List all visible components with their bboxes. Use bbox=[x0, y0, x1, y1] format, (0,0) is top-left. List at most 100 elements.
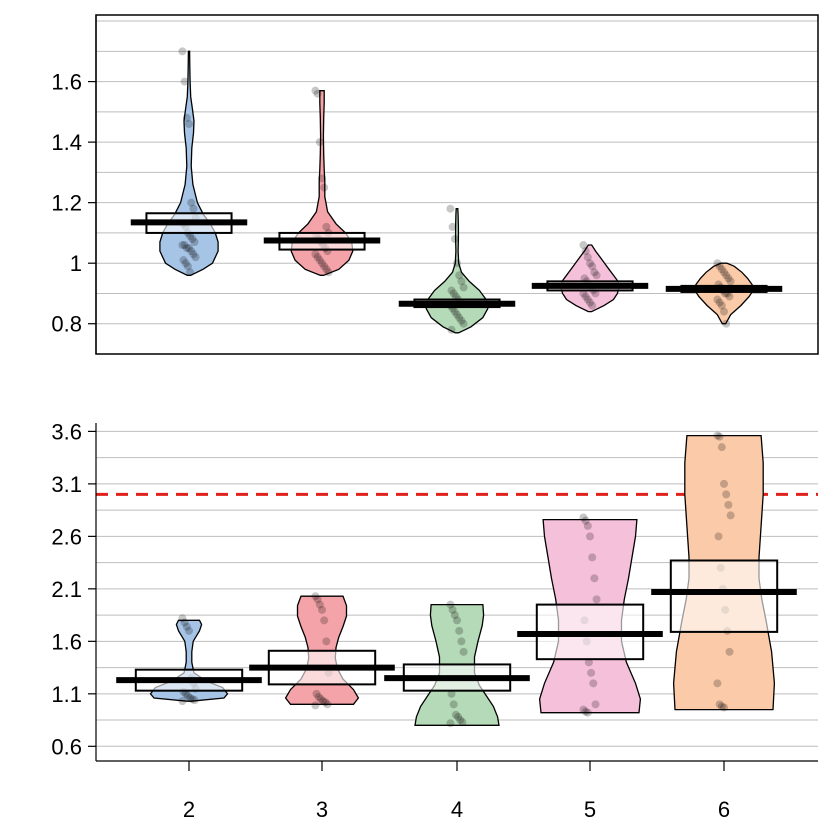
data-point bbox=[188, 695, 197, 704]
data-point bbox=[180, 618, 189, 627]
data-point bbox=[722, 490, 731, 499]
data-point bbox=[453, 259, 461, 268]
y-tick-label: 0.6 bbox=[51, 734, 82, 759]
y-tick-label: 1 bbox=[70, 251, 82, 276]
data-point bbox=[590, 268, 599, 277]
y-tick-label: 2.6 bbox=[51, 524, 82, 549]
data-point bbox=[592, 595, 601, 604]
data-point bbox=[181, 689, 190, 698]
data-point bbox=[581, 707, 590, 716]
data-point bbox=[451, 710, 460, 719]
data-point bbox=[588, 262, 597, 271]
y-tick-label: 1.6 bbox=[51, 70, 82, 95]
y-tick-label: 1.4 bbox=[51, 130, 82, 155]
data-point bbox=[720, 479, 728, 488]
data-point bbox=[322, 222, 331, 231]
data-point bbox=[581, 292, 590, 301]
top-panel: 0.8 1 1.2 1.4 1.6 bbox=[51, 14, 819, 355]
data-point bbox=[323, 700, 332, 709]
data-point bbox=[446, 719, 455, 728]
data-point bbox=[455, 626, 464, 635]
violin-2 bbox=[159, 50, 219, 276]
data-point bbox=[713, 431, 722, 440]
data-point bbox=[447, 689, 456, 698]
data-point bbox=[447, 286, 456, 295]
data-point bbox=[581, 247, 590, 256]
data-point bbox=[713, 295, 722, 304]
panel-frame bbox=[95, 14, 819, 355]
data-point bbox=[318, 174, 326, 183]
data-point bbox=[318, 259, 326, 268]
data-point bbox=[188, 234, 197, 243]
bottom-panel: 0.6 1.1 1.6 2.1 2.6 3.1 3.6 2 3 4 5 6 bbox=[51, 419, 818, 822]
y-tick-label: 1.6 bbox=[51, 629, 82, 654]
data-point bbox=[717, 702, 726, 711]
data-point bbox=[591, 289, 600, 298]
data-point bbox=[455, 271, 464, 280]
x-tick-label: 6 bbox=[718, 797, 730, 822]
data-point bbox=[458, 718, 467, 727]
data-point bbox=[448, 222, 457, 231]
data-point bbox=[590, 574, 599, 583]
data-point bbox=[592, 271, 601, 280]
data-point bbox=[586, 259, 594, 268]
data-point bbox=[586, 532, 594, 541]
data-point bbox=[182, 113, 191, 122]
data-point bbox=[713, 679, 722, 688]
data-point bbox=[583, 295, 592, 304]
x-tick-label: 3 bbox=[316, 797, 328, 822]
data-point bbox=[179, 256, 188, 265]
data-point bbox=[318, 605, 326, 614]
data-point bbox=[316, 695, 325, 704]
data-point bbox=[589, 679, 598, 688]
y-tick-label: 1.2 bbox=[51, 191, 82, 216]
data-point bbox=[319, 697, 328, 706]
data-point bbox=[183, 262, 192, 271]
data-point bbox=[449, 700, 458, 709]
y-tick-label: 0.8 bbox=[51, 312, 82, 337]
x-tick-label: 4 bbox=[451, 797, 463, 822]
data-point bbox=[450, 307, 459, 316]
data-point bbox=[457, 277, 466, 286]
data-point bbox=[579, 241, 588, 250]
data-point bbox=[453, 616, 461, 625]
data-point bbox=[713, 259, 722, 268]
data-point bbox=[311, 592, 320, 601]
data-point bbox=[189, 250, 198, 259]
data-point bbox=[724, 500, 733, 509]
data-point bbox=[722, 271, 731, 280]
data-point bbox=[313, 253, 322, 262]
data-point bbox=[453, 310, 461, 319]
data-point bbox=[315, 138, 324, 147]
data-point bbox=[715, 432, 724, 441]
data-point bbox=[588, 553, 597, 562]
data-point bbox=[717, 265, 726, 274]
data-point bbox=[583, 521, 592, 530]
data-point bbox=[311, 250, 320, 259]
data-point bbox=[320, 183, 329, 192]
data-point bbox=[178, 47, 187, 56]
data-point bbox=[324, 268, 333, 277]
data-point bbox=[187, 198, 196, 207]
data-point bbox=[313, 89, 322, 98]
data-point bbox=[446, 600, 455, 609]
data-point bbox=[724, 274, 733, 283]
data-point bbox=[583, 253, 592, 262]
data-point bbox=[449, 289, 458, 298]
y-tick-label: 1.1 bbox=[51, 682, 82, 707]
data-point bbox=[579, 513, 588, 522]
data-point bbox=[457, 316, 466, 325]
data-point bbox=[322, 265, 331, 274]
data-point bbox=[178, 614, 187, 623]
data-point bbox=[446, 204, 455, 213]
data-point bbox=[185, 119, 193, 128]
data-point bbox=[726, 511, 735, 520]
data-point bbox=[315, 600, 324, 609]
data-point bbox=[579, 705, 588, 714]
data-point bbox=[717, 301, 726, 310]
data-point bbox=[591, 700, 600, 709]
data-point bbox=[725, 647, 734, 656]
data-point bbox=[587, 668, 596, 677]
data-point bbox=[717, 443, 726, 452]
data-point bbox=[186, 694, 195, 703]
